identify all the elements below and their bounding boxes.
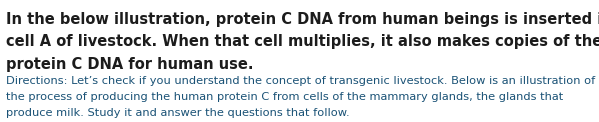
Text: protein C DNA for human use.: protein C DNA for human use. bbox=[6, 57, 253, 72]
Text: produce milk. Study it and answer the questions that follow.: produce milk. Study it and answer the qu… bbox=[6, 108, 350, 118]
Text: In the below illustration, protein C DNA from human beings is inserted into a: In the below illustration, protein C DNA… bbox=[6, 12, 599, 27]
Text: Directions: Let’s check if you understand the concept of transgenic livestock. B: Directions: Let’s check if you understan… bbox=[6, 76, 595, 86]
Text: the process of producing the human protein C from cells of the mammary glands, t: the process of producing the human prote… bbox=[6, 92, 563, 102]
Text: cell A of livestock. When that cell multiplies, it also makes copies of the: cell A of livestock. When that cell mult… bbox=[6, 34, 599, 49]
